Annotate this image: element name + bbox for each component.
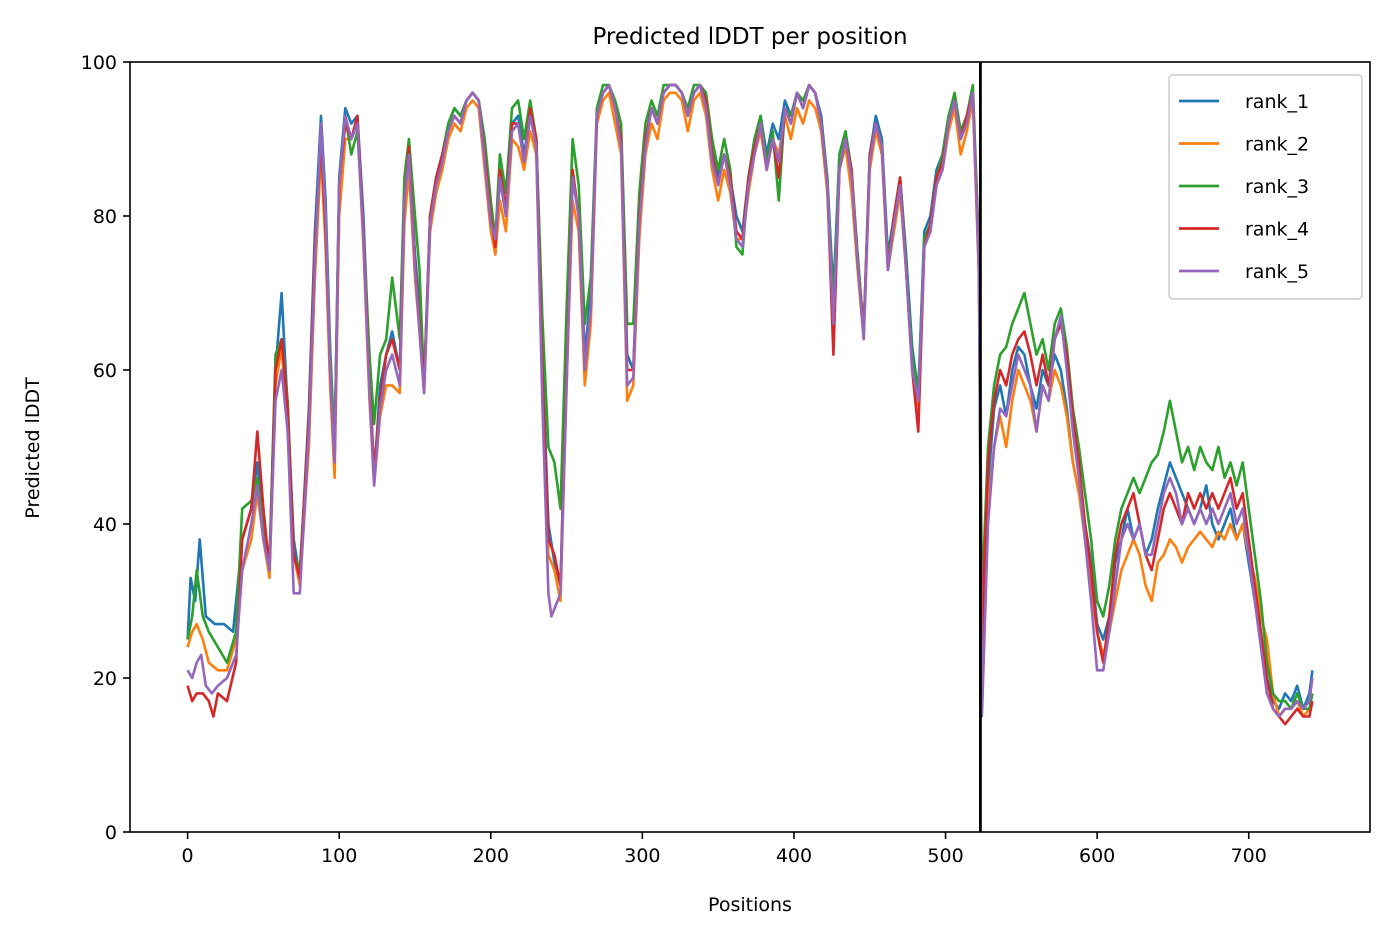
legend: rank_1 rank_2 rank_3 rank_4 rank_5 [1168,74,1363,300]
x-axis-label: Positions [708,894,792,916]
y-tick-label: 40 [93,514,117,536]
x-tick-label: 700 [1231,845,1267,867]
axes-layer: 0 100 200 300 400 500 600 700 0 20 40 60 80 100 [81,52,1371,867]
legend-label-rank_2: rank_2 [1245,134,1309,156]
x-tick-label: 500 [927,845,963,867]
legend-label-rank_3: rank_3 [1245,176,1309,198]
plot-frame [129,61,1371,833]
series-line-rank_2 [186,91,1314,718]
legend-label-rank_5: rank_5 [1245,261,1309,283]
x-tick-label: 0 [182,845,194,867]
y-tick-label: 20 [93,668,117,690]
legend-label-rank_1: rank_1 [1245,91,1309,113]
y-tick-label: 0 [105,822,117,844]
series-layer [186,83,1314,726]
legend-box [1168,74,1363,300]
y-tick-label: 100 [81,52,117,74]
series-line-rank_5 [186,83,1314,718]
y-tick-label: 60 [93,360,117,382]
chart-title: Predicted lDDT per position [592,24,907,50]
y-axis-label: Predicted lDDT [22,377,44,519]
x-tick-label: 100 [321,845,357,867]
x-tick-label: 200 [473,845,509,867]
legend-label-rank_4: rank_4 [1245,219,1309,241]
x-tick-label: 300 [624,845,660,867]
y-tick-label: 80 [93,206,117,228]
x-tick-label: 600 [1079,845,1115,867]
x-tick-label: 400 [776,845,812,867]
